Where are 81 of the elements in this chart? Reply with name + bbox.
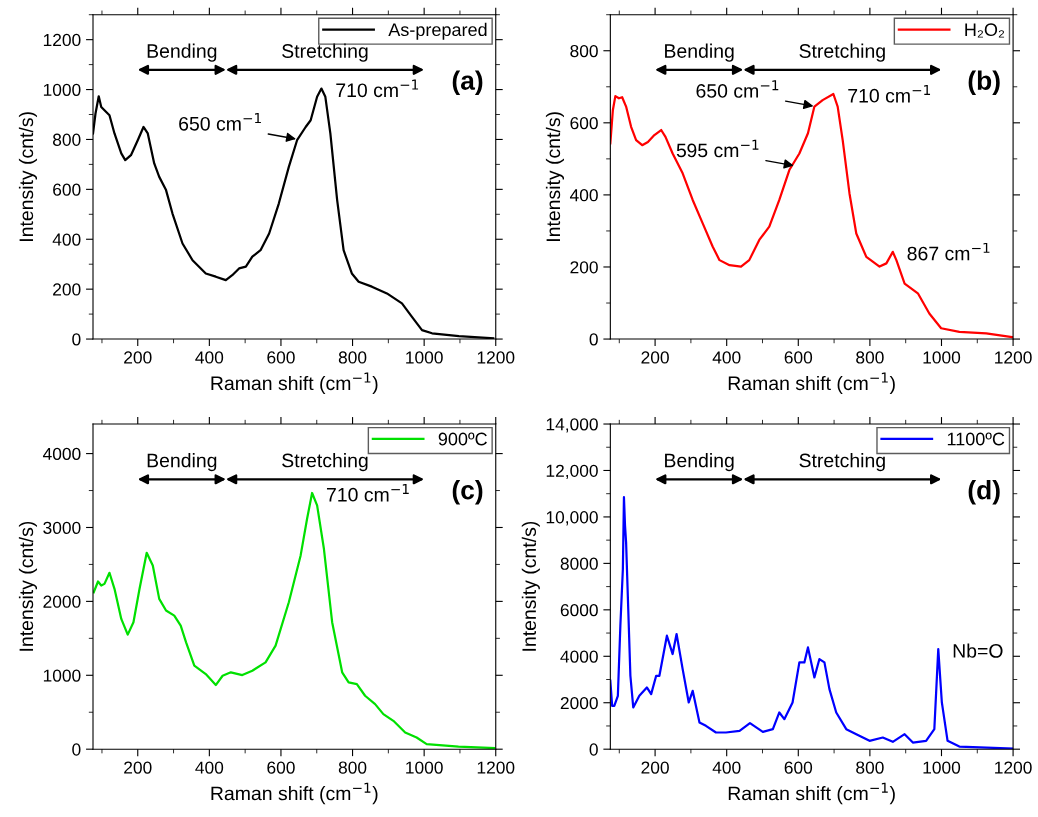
x-tick-label: 400: [712, 351, 741, 364]
y-tick-label: 12,000: [546, 464, 598, 479]
annotation: (a): [452, 70, 483, 96]
x-tick-label: 200: [641, 761, 669, 774]
x-axis-title: Raman shift (cm$^{−1}$): [211, 782, 378, 805]
annotation: Stretching: [282, 43, 368, 62]
y-tick-label: 800: [52, 133, 81, 146]
x-tick-label: 1200: [477, 351, 515, 364]
annotation: 650 cm$^{−1}$: [179, 113, 261, 131]
y-tick-label: 1200: [43, 33, 81, 47]
y-tick-label: 3000: [43, 521, 81, 534]
x-tick-label: 600: [784, 761, 813, 774]
x-tick-label: 1000: [923, 761, 961, 774]
y-tick-label: 0: [589, 333, 598, 346]
y-axis-title: Intensity (cnt/s): [545, 112, 565, 241]
annotation: Stretching: [282, 453, 368, 472]
x-tick-label: 400: [195, 351, 224, 364]
x-tick-label: 600: [267, 351, 295, 364]
x-tick-label: 400: [195, 761, 224, 774]
x-axis-title: Raman shift (cm$^{−1}$): [728, 782, 895, 805]
legend-label: As-prepared: [388, 22, 487, 40]
x-tick-label: 800: [338, 761, 367, 774]
annotation: (d): [968, 480, 1000, 505]
x-tick-label: 800: [856, 761, 884, 774]
y-tick-label: 4000: [560, 650, 598, 663]
legend-label: 1100ºC: [947, 432, 1005, 446]
x-tick-label: 1200: [477, 761, 515, 774]
x-axis-title: Raman shift (cm$^{−1}$): [211, 372, 378, 394]
x-tick-label: 200: [124, 761, 152, 774]
annotation: (c): [452, 480, 483, 505]
legend-label: H₂O₂: [965, 23, 1005, 38]
annotation: 710 cm$^{−1}$: [848, 85, 931, 103]
y-axis-title: Intensity (cnt/s): [521, 521, 540, 651]
annotation: 595 cm$^{−1}$: [676, 139, 759, 158]
y-tick-label: 2000: [560, 696, 598, 710]
annotation: Bending: [147, 453, 217, 472]
y-axis-title: Intensity (cnt/s): [18, 521, 38, 651]
annotation: (b): [968, 70, 1000, 96]
y-tick-label: 800: [570, 44, 598, 58]
y-tick-label: 1000: [43, 669, 81, 682]
y-tick-label: 200: [53, 283, 81, 296]
annotation: Bending: [665, 43, 734, 62]
y-tick-label: 600: [53, 183, 81, 196]
annotation: 867 cm$^{−1}$: [907, 242, 990, 261]
y-tick-label: 0: [72, 333, 81, 346]
x-tick-label: 600: [267, 761, 295, 774]
legend-label: 900ºC: [438, 432, 487, 446]
x-tick-label: 1200: [995, 351, 1032, 364]
x-tick-label: 400: [712, 761, 741, 774]
x-tick-label: 200: [641, 351, 669, 364]
annotation: 650 cm$^{−1}$: [696, 80, 779, 98]
annotation: 710 cm$^{−1}$: [336, 79, 419, 98]
annotation: Stretching: [799, 453, 885, 472]
x-tick-label: 600: [784, 351, 813, 364]
x-tick-label: 1000: [923, 351, 961, 364]
y-tick-label: 0: [589, 743, 598, 756]
y-tick-label: 200: [570, 261, 598, 274]
annotation: Stretching: [799, 43, 885, 62]
y-axis-title: Intensity (cnt/s): [18, 112, 38, 241]
y-tick-label: 2000: [43, 595, 81, 608]
y-tick-label: 6000: [560, 604, 598, 617]
x-tick-label: 1000: [406, 351, 443, 364]
annotation: Nb=O: [953, 643, 1003, 658]
y-tick-label: 400: [52, 233, 81, 246]
y-tick-label: 14,000: [546, 418, 598, 433]
y-tick-label: 600: [570, 116, 598, 130]
y-tick-label: 0: [72, 743, 81, 756]
x-axis-title: Raman shift (cm$^{−1}$): [728, 372, 895, 394]
y-tick-label: 1000: [43, 83, 81, 97]
y-tick-label: 10,000: [546, 511, 598, 526]
x-tick-label: 1000: [406, 761, 443, 774]
x-tick-label: 200: [124, 351, 152, 364]
y-tick-label: 400: [569, 189, 598, 202]
annotation: Bending: [147, 43, 217, 62]
x-tick-label: 1200: [995, 761, 1032, 774]
annotation: 710 cm$^{−1}$: [326, 484, 409, 502]
x-tick-label: 800: [856, 351, 884, 364]
y-tick-label: 8000: [560, 557, 598, 570]
y-tick-label: 4000: [42, 447, 81, 461]
annotation: Bending: [665, 453, 734, 472]
x-tick-label: 800: [338, 351, 367, 364]
